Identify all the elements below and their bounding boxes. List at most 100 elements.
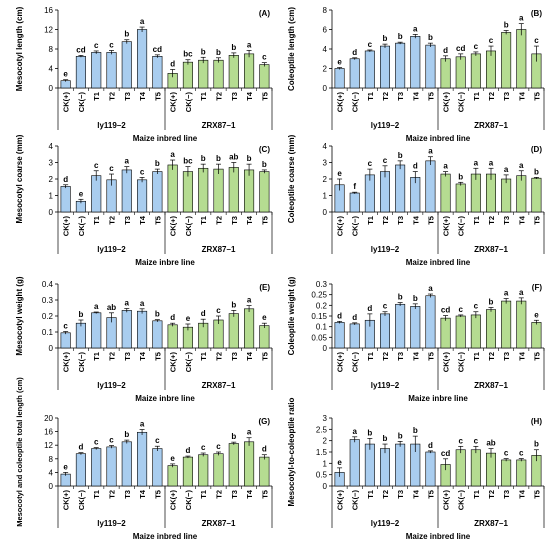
significance-letter: ab xyxy=(486,439,495,448)
significance-letter: d xyxy=(428,441,433,450)
x-tick-label: T3 xyxy=(230,352,239,361)
x-tick-label: T4 xyxy=(411,215,420,225)
x-tick-label: CK(+) xyxy=(62,92,71,113)
bar xyxy=(121,441,132,487)
bar xyxy=(244,308,255,349)
significance-letter: c xyxy=(534,36,539,45)
y-axis-label: Mesocotyl length (cm) xyxy=(15,6,24,91)
bar xyxy=(486,309,496,349)
y-tick-label: 0 xyxy=(49,84,54,93)
bar xyxy=(75,453,86,487)
x-tick-label: T5 xyxy=(426,490,435,499)
bar xyxy=(380,448,390,487)
significance-letter: bc xyxy=(183,50,193,59)
bar xyxy=(198,59,209,89)
significance-letter: c xyxy=(262,53,267,62)
significance-letter: c xyxy=(109,436,114,445)
significance-letter: d xyxy=(352,48,357,57)
group-label: ly119–2 xyxy=(97,121,126,130)
x-tick-label: T1 xyxy=(366,92,375,101)
bar xyxy=(60,186,71,213)
significance-letter: ab xyxy=(229,153,238,162)
significance-letter: b xyxy=(78,310,83,319)
y-axis-label: Coleoptile weight (g) xyxy=(287,276,296,355)
significance-letter: b xyxy=(383,34,388,43)
x-tick-label: CK(+) xyxy=(336,92,345,113)
significance-letter: a xyxy=(125,298,130,307)
significance-letter: b xyxy=(534,167,539,176)
significance-letter: c xyxy=(474,302,479,311)
significance-letter: a xyxy=(519,161,524,170)
y-axis-label: Coleoptile length (cm) xyxy=(287,7,296,91)
y-tick-label: 4 xyxy=(49,65,54,74)
y-tick-label: 0.4 xyxy=(42,280,54,289)
x-tick-label: CK(+) xyxy=(442,216,451,237)
bar xyxy=(152,448,163,487)
significance-letter: cd xyxy=(441,306,450,315)
significance-letter: a xyxy=(504,165,509,174)
significance-letter: b xyxy=(413,426,418,435)
x-tick-label: T1 xyxy=(366,216,375,225)
x-tick-label: T1 xyxy=(199,352,208,361)
bar xyxy=(167,465,178,487)
y-axis-label: Mesocotyl coarse (mm) xyxy=(15,134,24,223)
group-label: ly119–2 xyxy=(371,245,400,254)
x-tick-label: T5 xyxy=(426,216,435,225)
bar xyxy=(395,303,406,349)
bar xyxy=(334,68,345,89)
significance-letter: b xyxy=(428,33,433,42)
bar xyxy=(364,50,375,89)
x-tick-label: T3 xyxy=(502,216,511,225)
panel-4: 0 0.1 0.2 0.3 0.4 Mesocotyl weight (g) (E) c CK(… xyxy=(15,276,273,403)
significance-letter: b xyxy=(155,310,160,319)
significance-letter: b xyxy=(398,151,403,160)
y-tick-label: 0.15 xyxy=(311,312,327,321)
significance-letter: d xyxy=(78,443,83,452)
x-tick-label: CK(+) xyxy=(169,92,178,113)
group-label: ZRX87–1 xyxy=(474,245,508,254)
bar xyxy=(470,314,481,349)
group-label: ZRX87–1 xyxy=(474,381,508,390)
bar xyxy=(410,306,421,349)
bar xyxy=(152,56,163,89)
x-tick-label: CK(−) xyxy=(457,352,466,373)
significance-letter: c xyxy=(155,436,160,445)
x-tick-label: T5 xyxy=(260,92,269,101)
bar xyxy=(182,61,193,89)
panel-tag: (B) xyxy=(531,9,542,18)
significance-letter: b xyxy=(489,297,494,306)
significance-letter: b xyxy=(504,20,509,29)
x-tick-label: CK(−) xyxy=(77,92,86,113)
bar xyxy=(349,192,360,213)
significance-letter: a xyxy=(519,288,524,297)
x-tick-label: T3 xyxy=(502,490,511,499)
bar xyxy=(137,310,148,349)
significance-letter: c xyxy=(94,161,99,170)
y-tick-label: 0.3 xyxy=(42,296,54,305)
x-tick-label: T4 xyxy=(517,215,526,225)
significance-letter: e xyxy=(79,189,84,198)
x-tick-label: T2 xyxy=(108,490,117,499)
significance-letter: c xyxy=(109,40,114,49)
y-tick-label: 2 xyxy=(323,175,328,184)
x-tick-label: T5 xyxy=(153,490,162,499)
x-tick-label: T5 xyxy=(260,352,269,361)
x-tick-label: T3 xyxy=(230,490,239,499)
significance-letter: b xyxy=(534,440,539,449)
x-tick-label: T3 xyxy=(123,216,132,225)
panel-tag: (G) xyxy=(258,417,270,426)
x-tick-label: CK(−) xyxy=(184,92,193,113)
bar xyxy=(121,169,132,213)
significance-letter: b xyxy=(262,160,267,169)
significance-letter: a xyxy=(140,420,145,429)
significance-letter: d xyxy=(201,309,206,318)
bar xyxy=(349,58,360,89)
x-tick-label: T1 xyxy=(472,216,481,225)
x-tick-label: T5 xyxy=(153,352,162,361)
bar xyxy=(516,459,527,487)
y-axis-label: Mesocotyl and coleoptile total length (c… xyxy=(15,377,24,527)
y-tick-label: 0.2 xyxy=(316,301,328,310)
bar xyxy=(60,332,71,349)
significance-letter: e xyxy=(63,70,68,79)
